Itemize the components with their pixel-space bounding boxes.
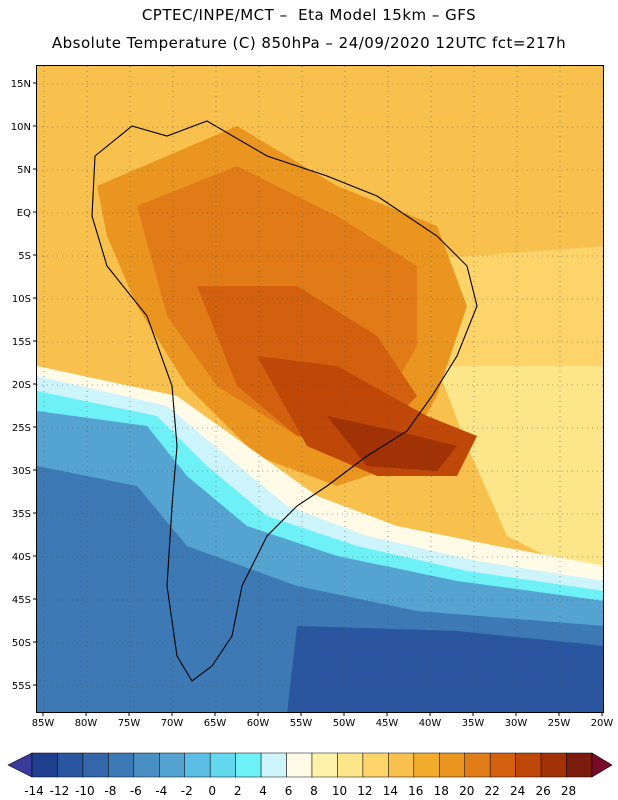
lat-tick-label: 30S <box>12 466 31 477</box>
lon-tick-label: 50W <box>333 718 356 729</box>
title-line-1: CPTEC/INPE/MCT – Eta Model 15km – GFS <box>141 6 477 24</box>
colorbar-label: -12 <box>50 784 70 798</box>
colorbar-swatch <box>57 752 84 778</box>
temperature-field-map <box>37 66 603 712</box>
colorbar-label: 28 <box>561 784 576 798</box>
lat-tick-label: 55S <box>12 681 31 692</box>
lat-lon-grid <box>37 66 603 712</box>
colorbar-swatch <box>311 752 338 778</box>
lat-tick-label: 5N <box>17 165 31 176</box>
colorbar-swatch <box>337 752 364 778</box>
lon-tick-label: 30W <box>505 718 528 729</box>
lon-tick-label: 35W <box>462 718 485 729</box>
colorbar-label: -8 <box>104 784 116 798</box>
colorbar-label: -14 <box>24 784 44 798</box>
lon-tick-label: 65W <box>204 718 227 729</box>
map-panel <box>36 65 604 713</box>
lon-tick-label: 55W <box>290 718 313 729</box>
colorbar-swatch <box>31 752 58 778</box>
lat-tick-label: 15N <box>11 79 31 90</box>
colorbar-swatch <box>108 752 135 778</box>
colorbar-label: -2 <box>181 784 193 798</box>
lat-tick-label: 15S <box>12 337 31 348</box>
colorbar-label: 22 <box>485 784 500 798</box>
colorbar-label: 18 <box>434 784 449 798</box>
colorbar-left-arrow <box>7 752 33 778</box>
colorbar-swatch <box>540 752 567 778</box>
colorbar-swatch <box>413 752 440 778</box>
colorbar-right-arrow <box>591 752 613 778</box>
colorbar-swatch <box>566 752 593 778</box>
colorbar-label: -4 <box>155 784 167 798</box>
colorbar-swatch <box>362 752 389 778</box>
lon-tick-label: 85W <box>32 718 55 729</box>
lat-tick-label: 35S <box>12 509 31 520</box>
colorbar-label: 12 <box>357 784 372 798</box>
lat-tick-label: 20S <box>12 380 31 391</box>
colorbar-swatch <box>133 752 160 778</box>
colorbar-swatch <box>82 752 109 778</box>
latitude-labels: 15N 10N 5N EQ 5S 10S 15S 20S 25S 30S 35S 40S 45S 50S 5… <box>11 79 36 692</box>
lon-tick-label: 80W <box>75 718 98 729</box>
colorbar-swatch <box>209 752 236 778</box>
lon-tick-label: 25W <box>548 718 571 729</box>
colorbar-label: 4 <box>259 784 267 798</box>
longitude-labels: 85W 80W 75W 70W 65W 60W 55W 50W 45W 40W 35W 30W 25W 2… <box>32 713 614 729</box>
colorbar-label: -6 <box>130 784 142 798</box>
colorbar-swatch <box>439 752 465 778</box>
lat-tick-label: EQ <box>17 208 31 219</box>
coastline <box>91 120 478 682</box>
colorbar-label: 26 <box>535 784 550 798</box>
lon-tick-label: 40W <box>419 718 442 729</box>
colorbar-swatch <box>184 752 211 778</box>
colorbar-label: 20 <box>459 784 474 798</box>
colorbar-swatch <box>286 752 313 778</box>
colorbar-swatch <box>235 752 262 778</box>
colorbar-swatch <box>464 752 491 778</box>
lat-tick-label: 45S <box>12 595 31 606</box>
colorbar-label: 8 <box>310 784 318 798</box>
colorbar-label: 16 <box>408 784 423 798</box>
colorbar-label: -10 <box>75 784 95 798</box>
lat-tick-label: 5S <box>18 251 31 262</box>
lat-tick-label: 50S <box>12 638 31 649</box>
lon-tick-label: 70W <box>161 718 184 729</box>
colorbar-swatch <box>489 752 516 778</box>
temperature-field <box>37 66 603 712</box>
colorbar-label: 2 <box>234 784 242 798</box>
title-line-2: Absolute Temperature (C) 850hPa – 24/09/… <box>51 34 567 52</box>
colorbar-swatch <box>515 752 542 778</box>
lat-tick-label: 10S <box>12 294 31 305</box>
lon-tick-label: 45W <box>376 718 399 729</box>
colorbar-swatch <box>159 752 185 778</box>
colorbar-swatch <box>260 752 287 778</box>
lat-tick-label: 10N <box>11 122 31 133</box>
lon-tick-label: 75W <box>118 718 141 729</box>
colorbar-label: 14 <box>383 784 398 798</box>
lon-tick-label: 60W <box>247 718 270 729</box>
colorbar-label: 0 <box>208 784 216 798</box>
colorbar: -14 -12 -10 -8 -6 -4 -2 0 2 4 6 8 10 12 14 16 18 20 22 24 26… <box>7 752 613 798</box>
colorbar-label: 6 <box>285 784 293 798</box>
colorbar-label: 10 <box>332 784 347 798</box>
lat-tick-label: 25S <box>12 423 31 434</box>
colorbar-swatch <box>388 752 415 778</box>
lon-tick-label: 20W <box>591 718 614 729</box>
colorbar-label: 24 <box>510 784 525 798</box>
lat-tick-label: 40S <box>12 552 31 563</box>
